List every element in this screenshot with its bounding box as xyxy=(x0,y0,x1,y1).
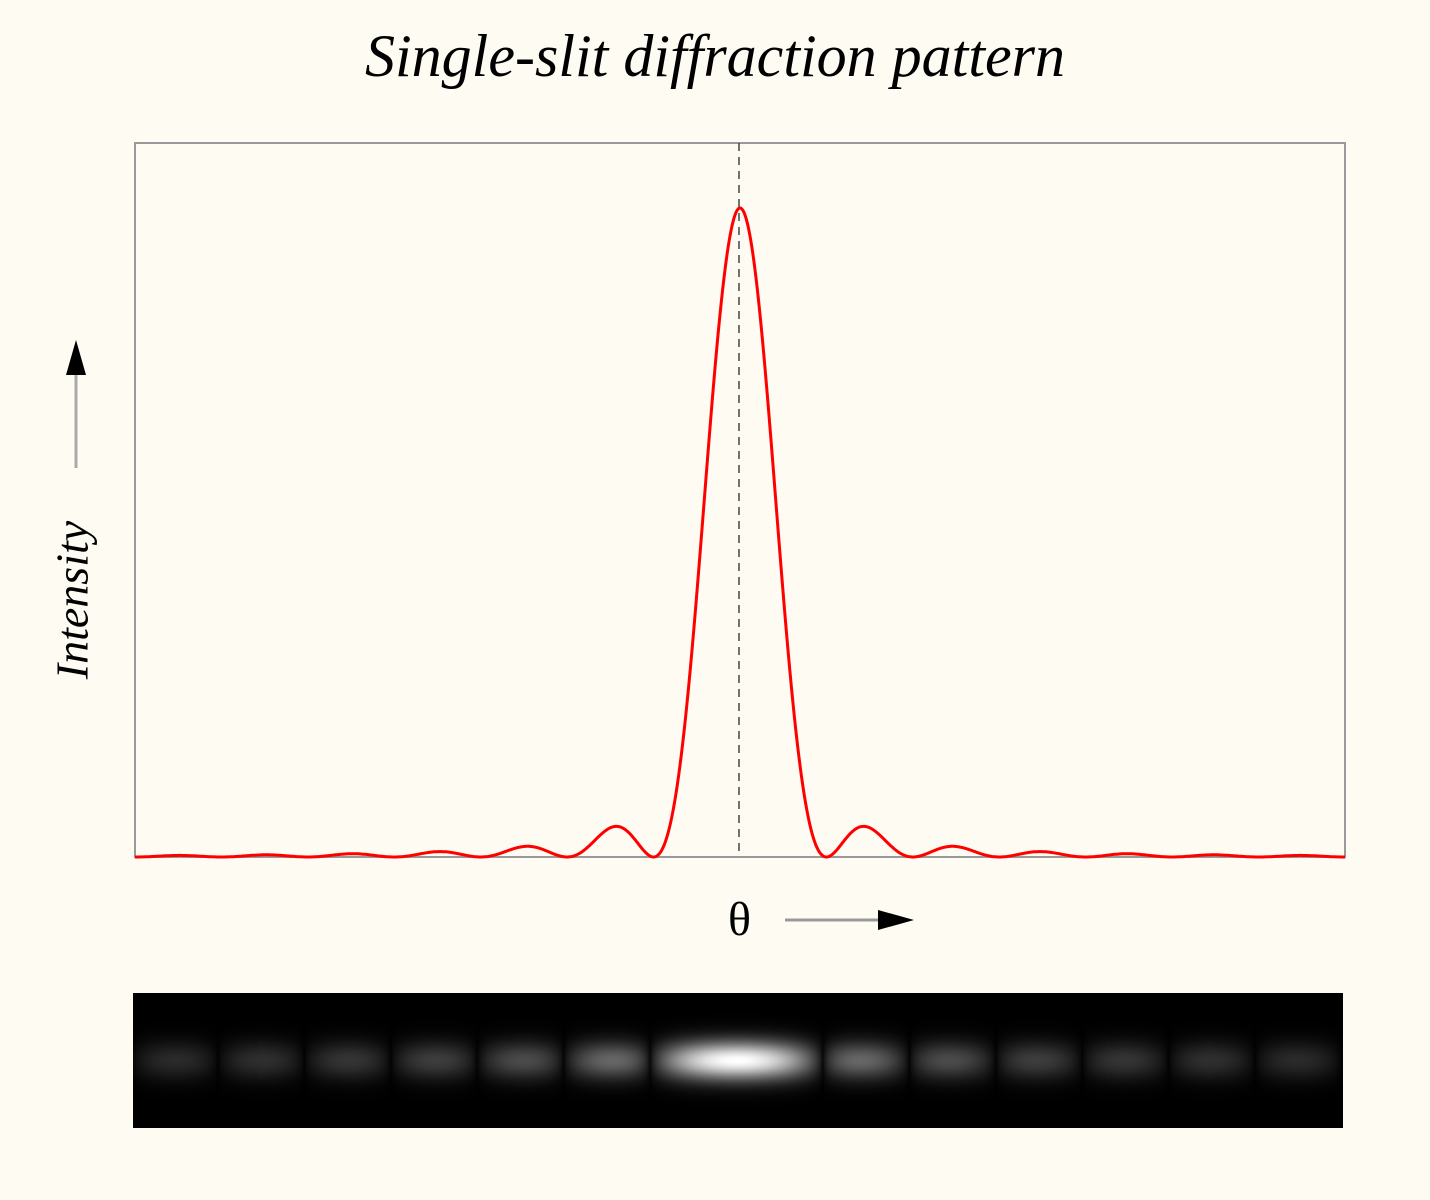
diffraction-pattern-strip xyxy=(133,993,1343,1128)
arrow-up-icon xyxy=(66,340,86,375)
arrow-right-icon xyxy=(878,910,914,930)
x-axis-label: θ xyxy=(728,893,751,946)
chart-title: Single-slit diffraction pattern xyxy=(365,23,1065,89)
x-axis-arrow xyxy=(785,910,914,930)
intensity-curve xyxy=(135,206,1345,859)
y-axis-arrow xyxy=(66,340,86,468)
plot-frame xyxy=(134,142,1346,858)
y-axis-label: Intensity xyxy=(46,520,98,680)
